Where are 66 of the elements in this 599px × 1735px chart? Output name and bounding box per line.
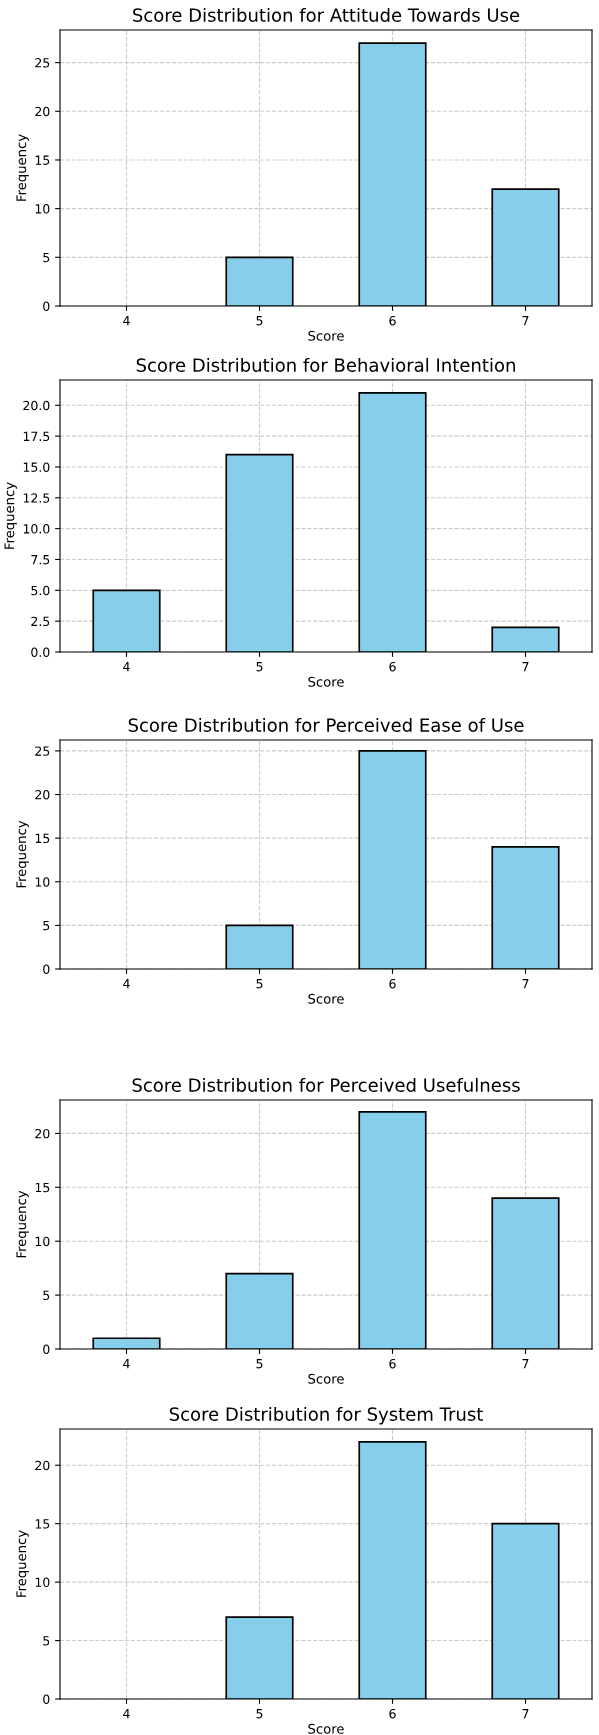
- y-tick-label: 15: [35, 1519, 50, 1529]
- x-tick-label: 5: [256, 1359, 263, 1369]
- x-tick-label: 7: [522, 1359, 529, 1369]
- y-tick-label: 5: [43, 921, 50, 931]
- y-tick-label: 15: [35, 1182, 50, 1193]
- x-tick-label: 4: [123, 1709, 130, 1719]
- x-tick-label: 5: [256, 316, 263, 326]
- y-tick-label: 20: [35, 106, 50, 117]
- y-axis-title: Frequency: [16, 1190, 29, 1258]
- y-tick-label: 0: [43, 301, 50, 311]
- x-tick-label: 5: [256, 662, 263, 672]
- y-tick-label: 0: [43, 1694, 50, 1704]
- x-tick-label: 5: [256, 1709, 263, 1719]
- y-tick-label: 10: [35, 1236, 50, 1247]
- y-tick-label: 7.5: [31, 555, 50, 565]
- y-tick-label: 15: [35, 155, 50, 165]
- y-tick-label: 5: [43, 1290, 50, 1301]
- x-tick-label: 7: [522, 979, 529, 989]
- y-tick-label: 10: [35, 204, 50, 214]
- x-tick-label: 6: [389, 978, 396, 989]
- y-tick-label: 10: [35, 1577, 50, 1588]
- chart-title: Score Distribution for Attitude Towards Use: [133, 7, 520, 22]
- y-tick-label: 10.0: [23, 524, 50, 534]
- y-axis-title: Frequency: [16, 820, 29, 888]
- chart-title: Score Distribution for Behavioral Intention: [136, 357, 515, 372]
- y-tick-label: 0: [43, 1344, 50, 1354]
- y-tick-label: 2.5: [31, 616, 50, 627]
- x-tick-label: 6: [389, 661, 396, 672]
- y-tick-label: 10: [35, 877, 50, 887]
- y-tick-label: 20.0: [23, 400, 50, 411]
- x-tick-label: 6: [389, 1708, 396, 1719]
- x-tick-label: 7: [522, 316, 529, 326]
- chart-title: Score Distribution for Perceived Usefulness: [132, 1077, 520, 1092]
- chart-title: Score Distribution for Perceived Ease of Use: [128, 717, 524, 732]
- y-tick-label: 0: [43, 964, 50, 974]
- x-tick-label: 4: [123, 316, 130, 326]
- x-axis-title: Score: [308, 993, 344, 1004]
- y-tick-label: 5: [43, 252, 50, 263]
- y-tick-label: 5: [43, 1636, 50, 1646]
- chart-title: Score Distribution for System Trust: [169, 1406, 483, 1425]
- y-tick-label: 20: [35, 790, 50, 800]
- x-axis-title: Score: [308, 676, 344, 687]
- y-tick-label: 25: [35, 746, 50, 756]
- y-axis-title: Frequency: [16, 134, 29, 201]
- y-axis-title: Frequency: [4, 482, 17, 549]
- x-tick-label: 7: [522, 662, 529, 672]
- x-tick-label: 4: [123, 1359, 130, 1369]
- y-tick-label: 20: [35, 1128, 50, 1139]
- x-tick-label: 6: [389, 315, 396, 326]
- y-tick-label: 20: [35, 1460, 50, 1471]
- x-axis-title: Score: [308, 330, 344, 341]
- x-tick-label: 4: [123, 662, 130, 672]
- x-tick-label: 7: [522, 1709, 529, 1719]
- y-tick-label: 12.5: [23, 493, 50, 503]
- x-tick-label: 5: [256, 979, 263, 989]
- y-tick-label: 15.0: [23, 462, 50, 472]
- y-tick-label: 15: [35, 833, 50, 844]
- y-tick-label: 0.0: [31, 647, 50, 657]
- y-tick-label: 17.5: [23, 431, 50, 442]
- x-tick-label: 4: [123, 979, 130, 989]
- y-axis-title: Frequency: [16, 1530, 29, 1597]
- y-tick-label: 5.0: [31, 585, 50, 596]
- x-axis-title: Score: [308, 1373, 344, 1384]
- x-tick-label: 6: [389, 1358, 396, 1369]
- y-tick-label: 25: [35, 58, 50, 68]
- x-axis-title: Score: [308, 1723, 344, 1734]
